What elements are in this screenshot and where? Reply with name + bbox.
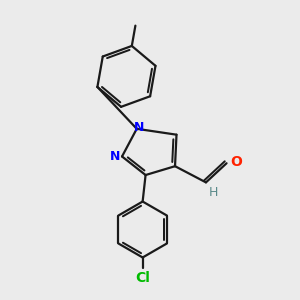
Text: N: N [110,150,121,163]
Text: H: H [208,186,218,199]
Text: N: N [134,121,144,134]
Text: O: O [230,155,242,169]
Text: Cl: Cl [135,271,150,285]
